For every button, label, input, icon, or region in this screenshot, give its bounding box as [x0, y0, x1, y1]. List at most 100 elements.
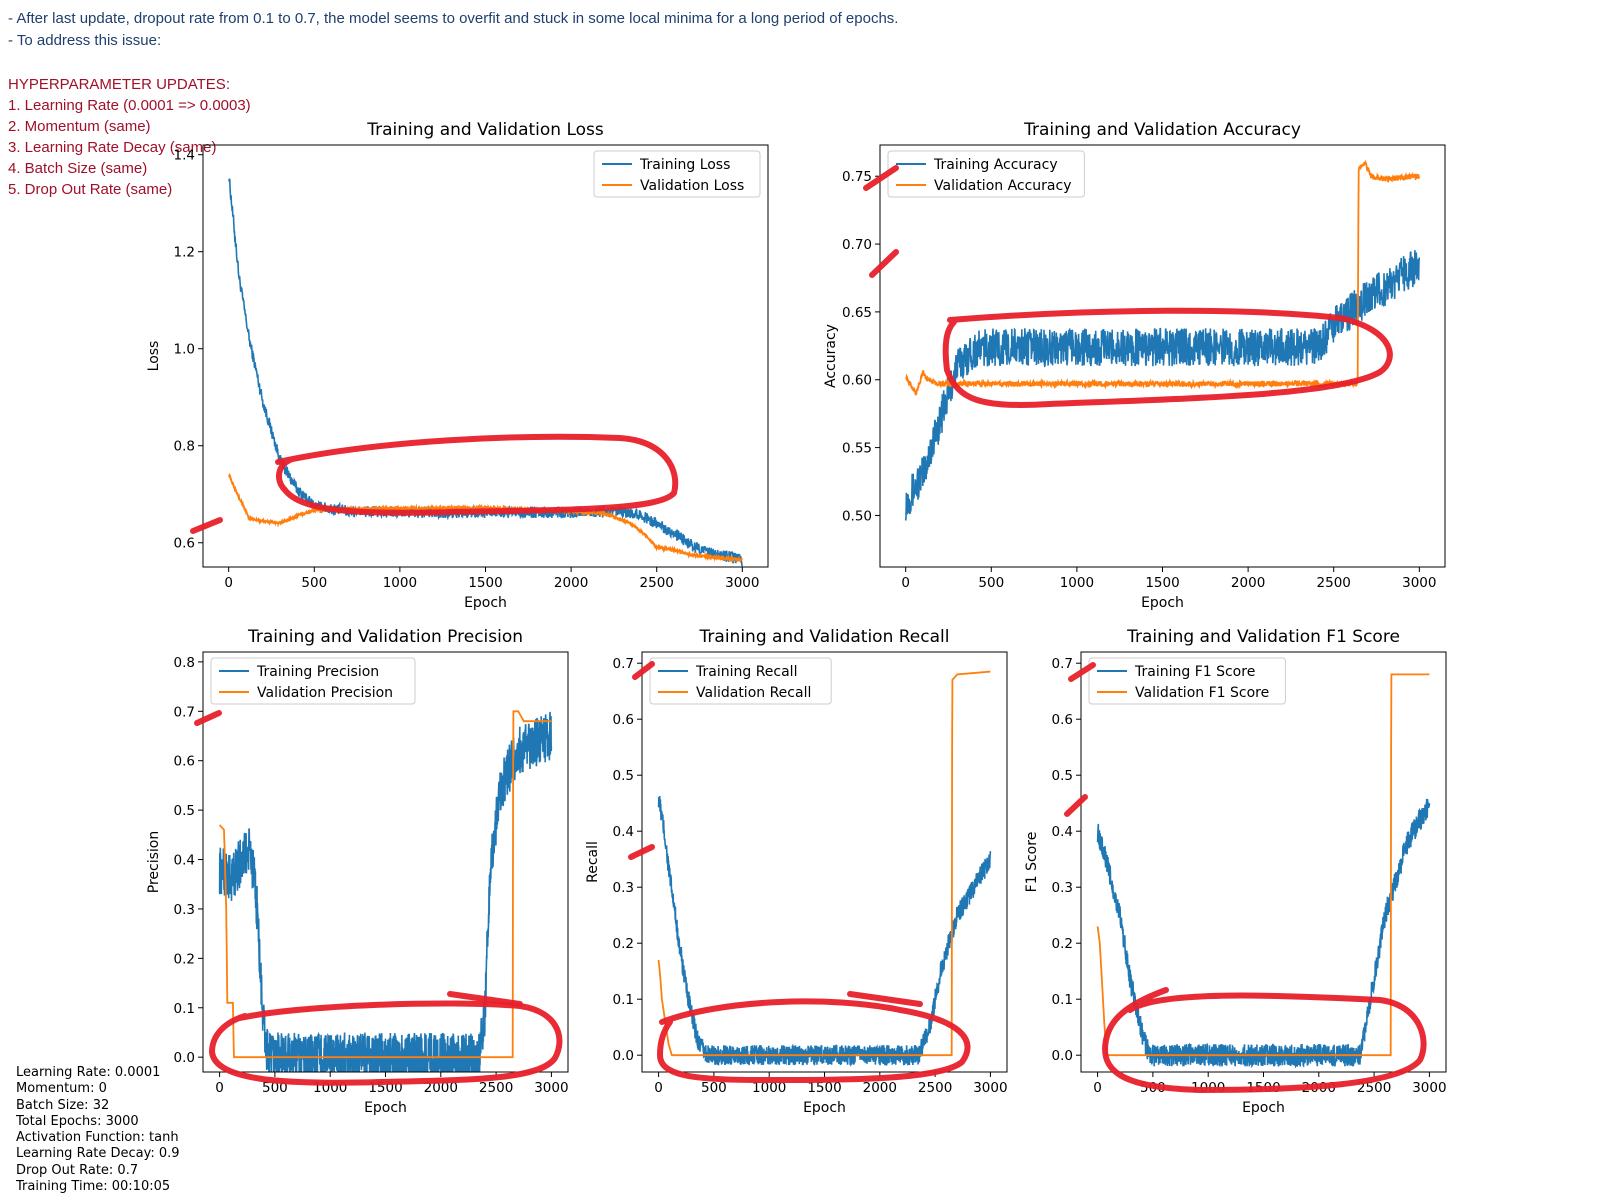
y-axis-label: Loss: [146, 341, 162, 372]
chart-loss: Training and Validation Loss 0 500 1000 1500…: [146, 120, 769, 611]
y-tick-label: 0.4: [613, 824, 634, 840]
legend-label: Validation Loss: [640, 178, 744, 194]
y-tick-label: 0.8: [174, 439, 195, 455]
param-momentum: Momentum: 0: [16, 1081, 107, 1097]
series-line: [904, 250, 1421, 521]
x-tick-label: 2500: [918, 1080, 952, 1096]
chart-title: Training and Validation Recall: [699, 627, 950, 647]
legend: Training Loss Validation Loss: [593, 150, 761, 198]
x-tick-label: 3000: [973, 1080, 1007, 1096]
annotation-tick-loss: [190, 517, 223, 534]
y-axis-label: Recall: [585, 841, 601, 883]
param-training-time: Training Time: 00:10:05: [16, 1179, 171, 1195]
legend: Training Accuracy Validation Accuracy: [887, 150, 1085, 198]
x-tick-label: 3000: [1402, 575, 1436, 591]
x-tick-label: 3000: [725, 575, 759, 591]
hyperparameter-item: 2. Momentum (same): [8, 118, 151, 135]
plot-frame: [641, 651, 1008, 1073]
x-axis-label: Epoch: [464, 595, 507, 611]
y-tick-label: 0.8: [174, 655, 195, 671]
x-tick-label: 2000: [1231, 575, 1265, 591]
y-tick-label: 0.6: [174, 754, 195, 770]
series-line: [1096, 798, 1431, 1069]
y-tick-label: 0.6: [174, 536, 195, 552]
y-tick-label: 0.1: [613, 992, 634, 1008]
x-tick-label: 2500: [640, 575, 674, 591]
legend-label: Training Precision: [256, 664, 379, 680]
y-tick-label: 0.75: [842, 169, 872, 185]
annotation-tick-accuracy-1: [863, 165, 899, 191]
annotation-tick-recall-2: [628, 844, 655, 860]
y-tick-label: 1.2: [174, 245, 195, 261]
annotation-stroke-recall: [847, 991, 923, 1007]
y-axis-label: Accuracy: [823, 324, 839, 388]
annotation-loop-f1: [1102, 987, 1427, 1093]
annotation-tick-f1-2: [1064, 794, 1088, 817]
x-tick-label: 0: [215, 1080, 224, 1096]
y-tick-label: 0.2: [1052, 936, 1073, 952]
y-tick-label: 0.3: [613, 880, 634, 896]
y-tick-label: 1.0: [174, 342, 195, 358]
y-tick-label: 0.50: [842, 508, 872, 524]
x-tick-label: 500: [301, 575, 327, 591]
y-tick-label: 0.1: [1052, 992, 1073, 1008]
y-tick-label: 0.6: [1052, 712, 1073, 728]
x-tick-label: 1500: [1145, 575, 1179, 591]
y-tick-label: 0.0: [1052, 1048, 1073, 1064]
x-tick-label: 2000: [863, 1080, 897, 1096]
x-tick-label: 500: [978, 575, 1004, 591]
plot-frame: [202, 651, 569, 1073]
y-tick-label: 0.55: [842, 441, 872, 457]
y-tick-label: 0.6: [613, 712, 634, 728]
x-tick-label: 0: [901, 575, 910, 591]
chart-accuracy: Training and Validation Accuracy 0 500 1000…: [823, 120, 1446, 611]
plot-frame: [202, 144, 769, 568]
legend-label: Training Accuracy: [933, 157, 1058, 173]
legend-box: [649, 657, 832, 705]
x-tick-label: 0: [654, 1080, 663, 1096]
y-tick-label: 0.5: [1052, 768, 1073, 784]
y-tick-label: 0.7: [613, 656, 634, 672]
annotation-tick-precision: [194, 710, 222, 726]
y-tick-label: 0.2: [613, 936, 634, 952]
legend-label: Validation Precision: [257, 685, 393, 701]
hyperparameter-item: 3. Learning Rate Decay (same): [8, 139, 217, 156]
legend-label: Training Recall: [695, 664, 797, 680]
annotation-tick-accuracy-2: [869, 249, 899, 278]
training-params: Learning Rate: 0.0001 Momentum: 0 Batch …: [16, 1065, 180, 1195]
param-batch-size: Batch Size: 32: [16, 1097, 110, 1113]
annotation-stroke-precision: [447, 991, 523, 1007]
hyperparameter-item: 4. Batch Size (same): [8, 160, 148, 177]
param-learning-rate: Learning Rate: 0.0001: [16, 1065, 161, 1080]
x-tick-label: 1000: [383, 575, 417, 591]
y-tick-label: 0.4: [174, 853, 195, 869]
x-tick-label: 1500: [807, 1080, 841, 1096]
annotation-loop-recall: [657, 998, 971, 1083]
note-line-1: - After last update, dropout rate from 0…: [8, 10, 899, 27]
y-tick-label: 0.5: [613, 768, 634, 784]
legend: Training Recall Validation Recall: [649, 657, 832, 705]
y-tick-label: 0.4: [1052, 824, 1073, 840]
legend-box: [593, 150, 761, 198]
series-line: [227, 472, 744, 564]
series-line: [657, 670, 991, 1057]
hyperparameter-item: 5. Drop Out Rate (same): [8, 181, 173, 198]
x-tick-label: 500: [701, 1080, 727, 1096]
annotation-tick-recall-1: [632, 661, 655, 680]
y-axis-label: Precision: [146, 831, 162, 893]
chart-title: Training and Validation Accuracy: [1023, 120, 1301, 140]
x-axis-label: Epoch: [803, 1100, 846, 1116]
x-tick-label: 1500: [468, 575, 502, 591]
legend-label: Validation F1 Score: [1135, 685, 1269, 701]
x-tick-label: 2500: [1357, 1080, 1391, 1096]
chart-title: Training and Validation Loss: [366, 120, 604, 140]
x-tick-label: 0: [224, 575, 233, 591]
y-tick-label: 0.65: [842, 305, 872, 321]
y-tick-label: 0.70: [842, 237, 872, 253]
y-tick-label: 0.0: [613, 1048, 634, 1064]
x-tick-label: 3000: [1412, 1080, 1446, 1096]
chart-title: Training and Validation Precision: [247, 627, 523, 647]
y-tick-label: 1.4: [174, 148, 195, 164]
x-tick-label: 2500: [1317, 575, 1351, 591]
chart-recall: Training and Validation Recall 0 500 1000 15…: [585, 627, 1008, 1116]
